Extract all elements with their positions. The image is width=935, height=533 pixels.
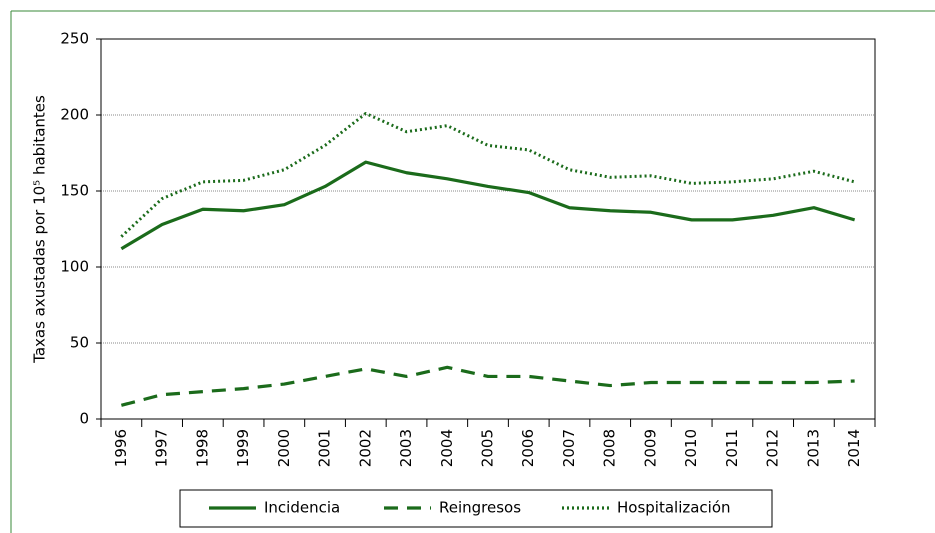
x-tick-label: 2008 [601, 429, 619, 467]
x-tick-label: 2004 [438, 429, 456, 467]
x-tick-label: 2003 [397, 429, 415, 467]
y-tick-label: 100 [60, 258, 89, 276]
y-tick-label: 200 [60, 106, 89, 124]
x-tick-label: 2010 [682, 429, 700, 467]
x-tick-label: 1996 [112, 429, 130, 467]
legend-box [179, 489, 773, 528]
y-tick-label: 0 [79, 410, 89, 428]
x-tick-label: 2001 [316, 429, 334, 467]
x-tick-label: 2009 [641, 429, 659, 467]
x-tick-label: 2011 [723, 429, 741, 467]
x-tick-label: 2012 [764, 429, 782, 467]
legend-label: Reingresos [439, 499, 521, 517]
series-line [120, 365, 855, 407]
x-tick-label: 2014 [845, 429, 863, 467]
y-tick-label: 50 [70, 334, 89, 352]
x-tick-label: 2006 [519, 429, 537, 467]
y-tick-label: 250 [60, 30, 89, 48]
x-tick-label: 2002 [356, 429, 374, 467]
x-tick-label: 1997 [153, 429, 171, 467]
legend-label: Hospitalización [617, 499, 731, 517]
x-tick-label: 1999 [234, 429, 252, 467]
legend-label: Incidencia [264, 499, 340, 517]
x-tick-label: 2007 [560, 429, 578, 467]
plot-frame [100, 38, 876, 420]
x-tick-label: 1998 [193, 429, 211, 467]
y-tick-label: 150 [60, 182, 89, 200]
series-line [120, 160, 856, 251]
y-axis-label: Taxas axustadas por 10⁵ habitantes [31, 95, 49, 364]
x-tick-label: 2005 [479, 429, 497, 467]
x-tick-label: 2013 [804, 429, 822, 467]
series-line [120, 111, 856, 238]
x-tick-label: 2000 [275, 429, 293, 467]
